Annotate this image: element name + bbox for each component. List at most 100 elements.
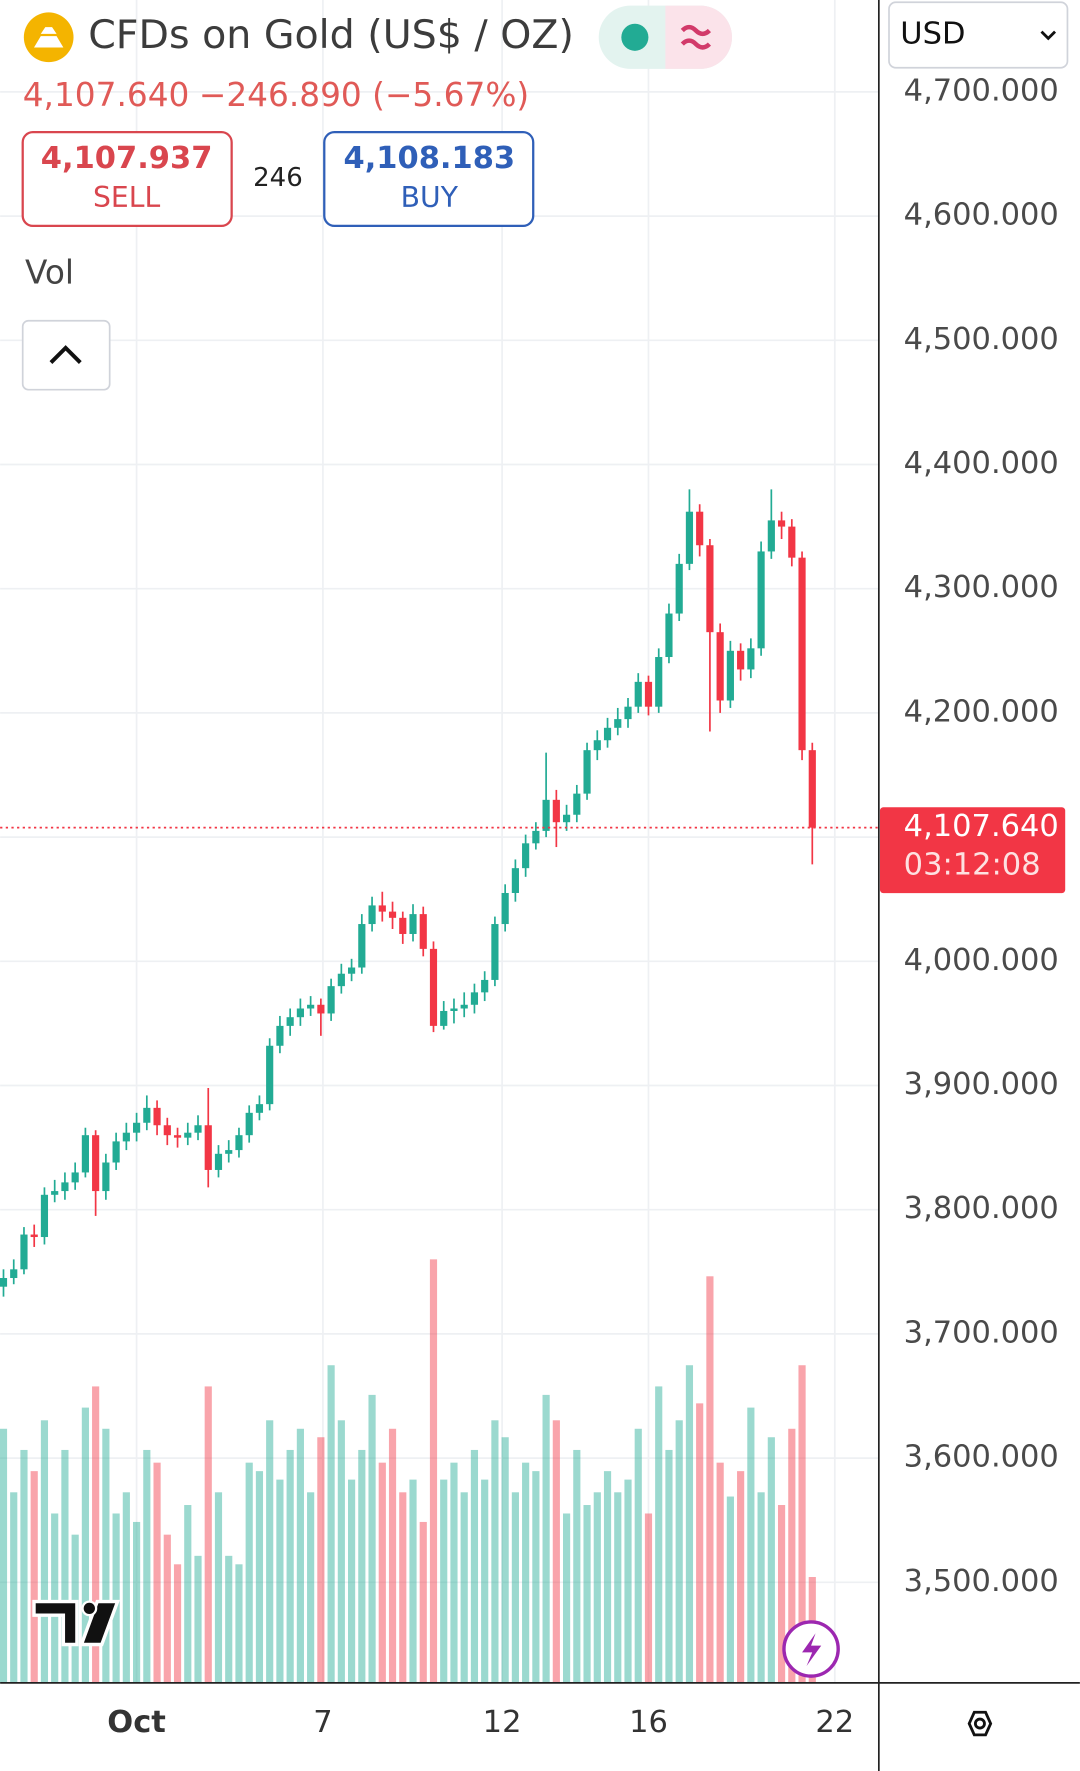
volume-layer — [0, 1259, 816, 1683]
candle-body — [255, 1104, 264, 1113]
x-tick-label: 12 — [483, 1705, 522, 1740]
candle-body — [614, 719, 622, 728]
candle-body — [685, 511, 694, 564]
volume-bar — [51, 1513, 59, 1683]
volume-bar — [266, 1420, 274, 1683]
countdown-label: 03:12:08 — [904, 848, 1041, 883]
sell-label[interactable]: SELL — [93, 181, 160, 214]
settings-icon[interactable] — [967, 1710, 993, 1737]
candle-body — [327, 986, 335, 1014]
y-tick-label: 4,000.000 — [904, 943, 1059, 978]
candle-body — [419, 914, 427, 949]
candle-body — [276, 1025, 284, 1046]
candle-body — [737, 650, 745, 670]
volume-bar — [798, 1365, 806, 1683]
market-open-dot — [621, 23, 649, 51]
candle-layer — [0, 489, 816, 1297]
volume-bar — [644, 1513, 653, 1683]
volume-bar — [481, 1479, 489, 1683]
candle-body — [204, 1125, 212, 1170]
volume-bar — [706, 1276, 714, 1683]
candle-body — [368, 905, 376, 925]
delayed-icon — [680, 24, 712, 50]
last-price: 4,107.640 — [23, 76, 190, 114]
candle-body — [81, 1135, 89, 1173]
x-tick-label: Oct — [107, 1705, 166, 1740]
y-tick-label: 3,800.000 — [904, 1191, 1059, 1226]
candle-body — [808, 750, 816, 828]
candle-body — [603, 727, 612, 741]
symbol-title: CFDs on Gold (US$ / OZ) — [88, 12, 574, 58]
candle-body — [532, 830, 540, 844]
volume-bar — [235, 1564, 243, 1683]
y-tick-label: 3,500.000 — [904, 1564, 1059, 1599]
sell-button[interactable] — [21, 131, 233, 228]
volume-bar — [685, 1365, 694, 1683]
candle-body — [798, 557, 806, 751]
volume-bar — [40, 1420, 49, 1683]
candle-body — [767, 520, 775, 552]
volume-bar — [255, 1471, 264, 1683]
last-price-tag — [879, 807, 1066, 894]
volume-bar — [429, 1259, 438, 1683]
volume-bar — [614, 1492, 622, 1683]
volume-bar — [440, 1479, 448, 1683]
volume-bar — [593, 1492, 601, 1683]
buy-label[interactable]: BUY — [401, 181, 459, 214]
candle-body — [655, 657, 663, 707]
volume-bar — [603, 1471, 612, 1683]
sell-price[interactable]: 4,107.937 — [41, 141, 213, 176]
volume-bar — [296, 1428, 304, 1683]
candle-body — [573, 793, 581, 815]
candle-body — [307, 1004, 315, 1009]
volume-bar — [511, 1492, 519, 1683]
volume-bar — [20, 1449, 28, 1683]
volume-bar — [634, 1428, 642, 1683]
volume-bar — [133, 1521, 141, 1683]
volume-bar — [767, 1437, 775, 1683]
volume-bar — [777, 1505, 786, 1683]
candle-body — [706, 545, 714, 633]
buy-button[interactable] — [323, 131, 535, 228]
buy-price[interactable]: 4,108.183 — [343, 141, 515, 176]
candle-body — [552, 799, 560, 823]
collapse-button[interactable] — [21, 319, 111, 391]
candle-body — [163, 1125, 171, 1136]
volume-bar — [562, 1513, 571, 1683]
candle-body — [399, 917, 407, 934]
volume-bar — [737, 1471, 745, 1683]
candle-body — [10, 1269, 18, 1279]
candle-body — [173, 1135, 182, 1138]
volume-bar — [522, 1462, 530, 1683]
volume-indicator-label: Vol — [25, 253, 74, 291]
dropdown-arrow — [1040, 30, 1057, 41]
volume-bar — [204, 1386, 212, 1683]
candle-body — [644, 681, 653, 707]
candle-body — [747, 648, 755, 670]
currency-label[interactable]: USD — [900, 17, 965, 52]
volume-bar — [194, 1555, 202, 1683]
y-tick-label: 4,200.000 — [904, 694, 1059, 729]
volume-bar — [348, 1479, 356, 1683]
candle-body — [358, 924, 366, 968]
candle-body — [757, 551, 765, 649]
y-tick-label: 3,600.000 — [904, 1440, 1059, 1475]
y-tick-label: 4,600.000 — [904, 198, 1059, 233]
volume-bar — [726, 1496, 734, 1683]
tv-logo-dot — [81, 1600, 98, 1617]
candle-body — [583, 750, 591, 794]
volume-bar — [173, 1564, 182, 1683]
candle-body — [634, 681, 642, 707]
volume-bar — [214, 1492, 223, 1683]
y-tick-label: 4,400.000 — [904, 446, 1059, 481]
candle-body — [317, 1004, 325, 1014]
price-change: −246.890 (−5.67%) — [199, 76, 529, 114]
volume-bar — [184, 1505, 192, 1683]
volume-bar — [573, 1449, 581, 1683]
candle-body — [716, 632, 724, 701]
volume-bar — [153, 1462, 161, 1683]
candle-body — [624, 706, 632, 720]
candle-body — [777, 520, 786, 527]
currency-select[interactable] — [888, 1, 1069, 69]
